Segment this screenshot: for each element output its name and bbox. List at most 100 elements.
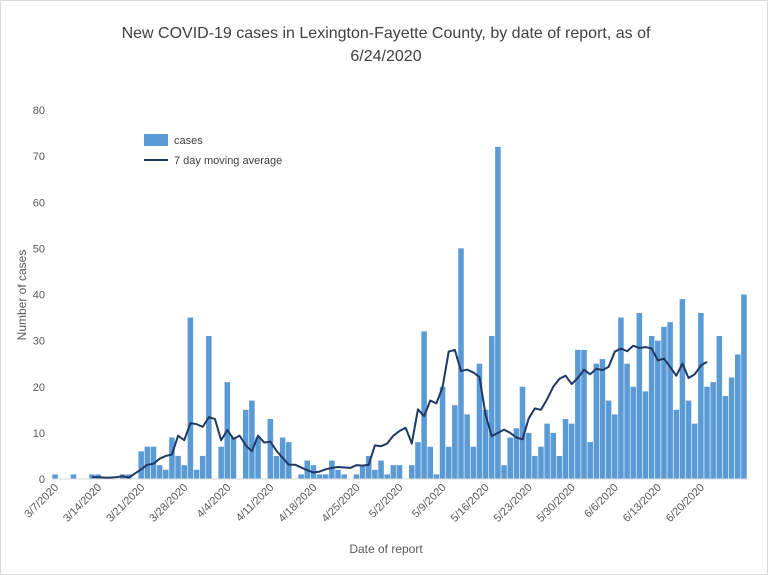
bar-cases bbox=[415, 442, 421, 479]
y-tick-label: 30 bbox=[33, 336, 45, 348]
bar-cases bbox=[562, 419, 569, 479]
bar-cases bbox=[470, 446, 477, 479]
bar-cases bbox=[482, 409, 489, 479]
bar-cases bbox=[636, 312, 643, 479]
bar-cases bbox=[329, 460, 335, 479]
bar-cases bbox=[89, 474, 95, 479]
legend: cases 7 day moving average bbox=[144, 134, 282, 167]
y-tick-label: 40 bbox=[33, 290, 45, 302]
y-tick-label: 80 bbox=[33, 105, 45, 117]
bar-cases bbox=[525, 432, 532, 479]
bar-cases bbox=[605, 400, 612, 479]
chart-title-line-2: 6/24/2020 bbox=[350, 48, 421, 65]
y-axis-label: Number of cases bbox=[15, 250, 29, 341]
bar-cases bbox=[378, 460, 384, 479]
bar-cases bbox=[341, 474, 347, 479]
bar-cases bbox=[704, 386, 710, 479]
bar-cases bbox=[273, 455, 280, 479]
bar-cases bbox=[661, 326, 667, 479]
bar-cases bbox=[230, 437, 237, 479]
bar-cases bbox=[445, 446, 452, 479]
legend-label-cases: cases bbox=[174, 135, 203, 147]
bar-cases bbox=[538, 446, 544, 479]
y-tick-label: 60 bbox=[33, 197, 45, 209]
bar-cases bbox=[187, 317, 194, 479]
bar-cases bbox=[507, 437, 513, 479]
bar-cases bbox=[624, 363, 630, 479]
bar-cases bbox=[581, 349, 587, 479]
bar-cases bbox=[722, 395, 729, 479]
chart-title-line-1: New COVID-19 cases in Lexington-Fayette … bbox=[122, 25, 651, 42]
bar-cases bbox=[618, 317, 624, 479]
bar-cases bbox=[593, 363, 600, 479]
bar-cases bbox=[70, 474, 77, 479]
bar-cases bbox=[163, 469, 169, 479]
bar-cases bbox=[427, 446, 434, 479]
bar-cases bbox=[532, 455, 538, 479]
bar-cases bbox=[439, 386, 446, 479]
bar-cases bbox=[716, 336, 723, 479]
bar-cases bbox=[648, 336, 655, 479]
bar-cases bbox=[193, 469, 200, 479]
bar-cases bbox=[181, 465, 188, 479]
bar-cases bbox=[255, 437, 261, 479]
y-axis-ticks: 0 10 20 30 40 50 60 70 80 bbox=[33, 105, 45, 486]
bar-cases bbox=[735, 354, 741, 479]
bar-cases bbox=[384, 474, 390, 479]
bar-cases bbox=[556, 455, 563, 479]
bar-cases bbox=[501, 465, 507, 479]
bar-cases bbox=[611, 414, 618, 479]
bar-cases bbox=[698, 312, 704, 479]
bar-cases bbox=[667, 322, 673, 479]
bar-cases bbox=[568, 423, 575, 479]
bar-cases bbox=[322, 474, 329, 479]
bar-cases bbox=[267, 419, 274, 479]
bar-cases bbox=[199, 455, 206, 479]
bar-cases bbox=[206, 336, 212, 479]
bar-cases bbox=[175, 455, 181, 479]
bar-cases bbox=[642, 391, 649, 479]
bar-cases bbox=[409, 465, 415, 479]
bar-cases bbox=[390, 465, 397, 479]
bar-cases bbox=[421, 331, 427, 479]
bar-cases bbox=[218, 446, 224, 479]
bar-cases bbox=[741, 294, 747, 479]
bar-cases bbox=[728, 377, 735, 479]
bar-cases bbox=[587, 442, 593, 479]
bar-cases bbox=[550, 432, 557, 479]
bar-cases bbox=[396, 465, 403, 479]
y-tick-label: 0 bbox=[39, 474, 45, 486]
bar-cases bbox=[464, 414, 470, 479]
bar-cases bbox=[156, 465, 163, 479]
bar-cases bbox=[691, 423, 698, 479]
bar-cases bbox=[599, 359, 606, 479]
bar-cases bbox=[495, 146, 501, 479]
bar-series bbox=[52, 146, 747, 479]
bar-cases bbox=[359, 465, 366, 479]
moving-average-series bbox=[91, 344, 708, 479]
bar-cases bbox=[488, 336, 495, 479]
bar-cases bbox=[169, 437, 175, 479]
x-axis-label: Date of report bbox=[349, 542, 423, 556]
bar-cases bbox=[335, 469, 341, 479]
bar-cases bbox=[298, 474, 304, 479]
bar-cases bbox=[286, 442, 292, 479]
legend-swatch-cases bbox=[144, 134, 168, 146]
bar-cases bbox=[249, 400, 255, 479]
legend-label-moving-average: 7 day moving average bbox=[174, 155, 282, 167]
bar-cases bbox=[372, 469, 378, 479]
bar-cases bbox=[365, 455, 372, 479]
y-tick-label: 10 bbox=[33, 428, 45, 440]
bar-cases bbox=[316, 474, 323, 479]
bar-cases bbox=[476, 363, 483, 479]
bar-cases bbox=[353, 474, 360, 479]
bar-cases bbox=[458, 248, 464, 479]
y-tick-label: 70 bbox=[33, 151, 45, 163]
bar-cases bbox=[655, 340, 661, 479]
y-tick-label: 20 bbox=[33, 382, 45, 394]
line-moving-average bbox=[91, 344, 708, 479]
bar-cases bbox=[679, 299, 686, 479]
bar-cases bbox=[544, 423, 550, 479]
bar-cases bbox=[433, 474, 440, 479]
